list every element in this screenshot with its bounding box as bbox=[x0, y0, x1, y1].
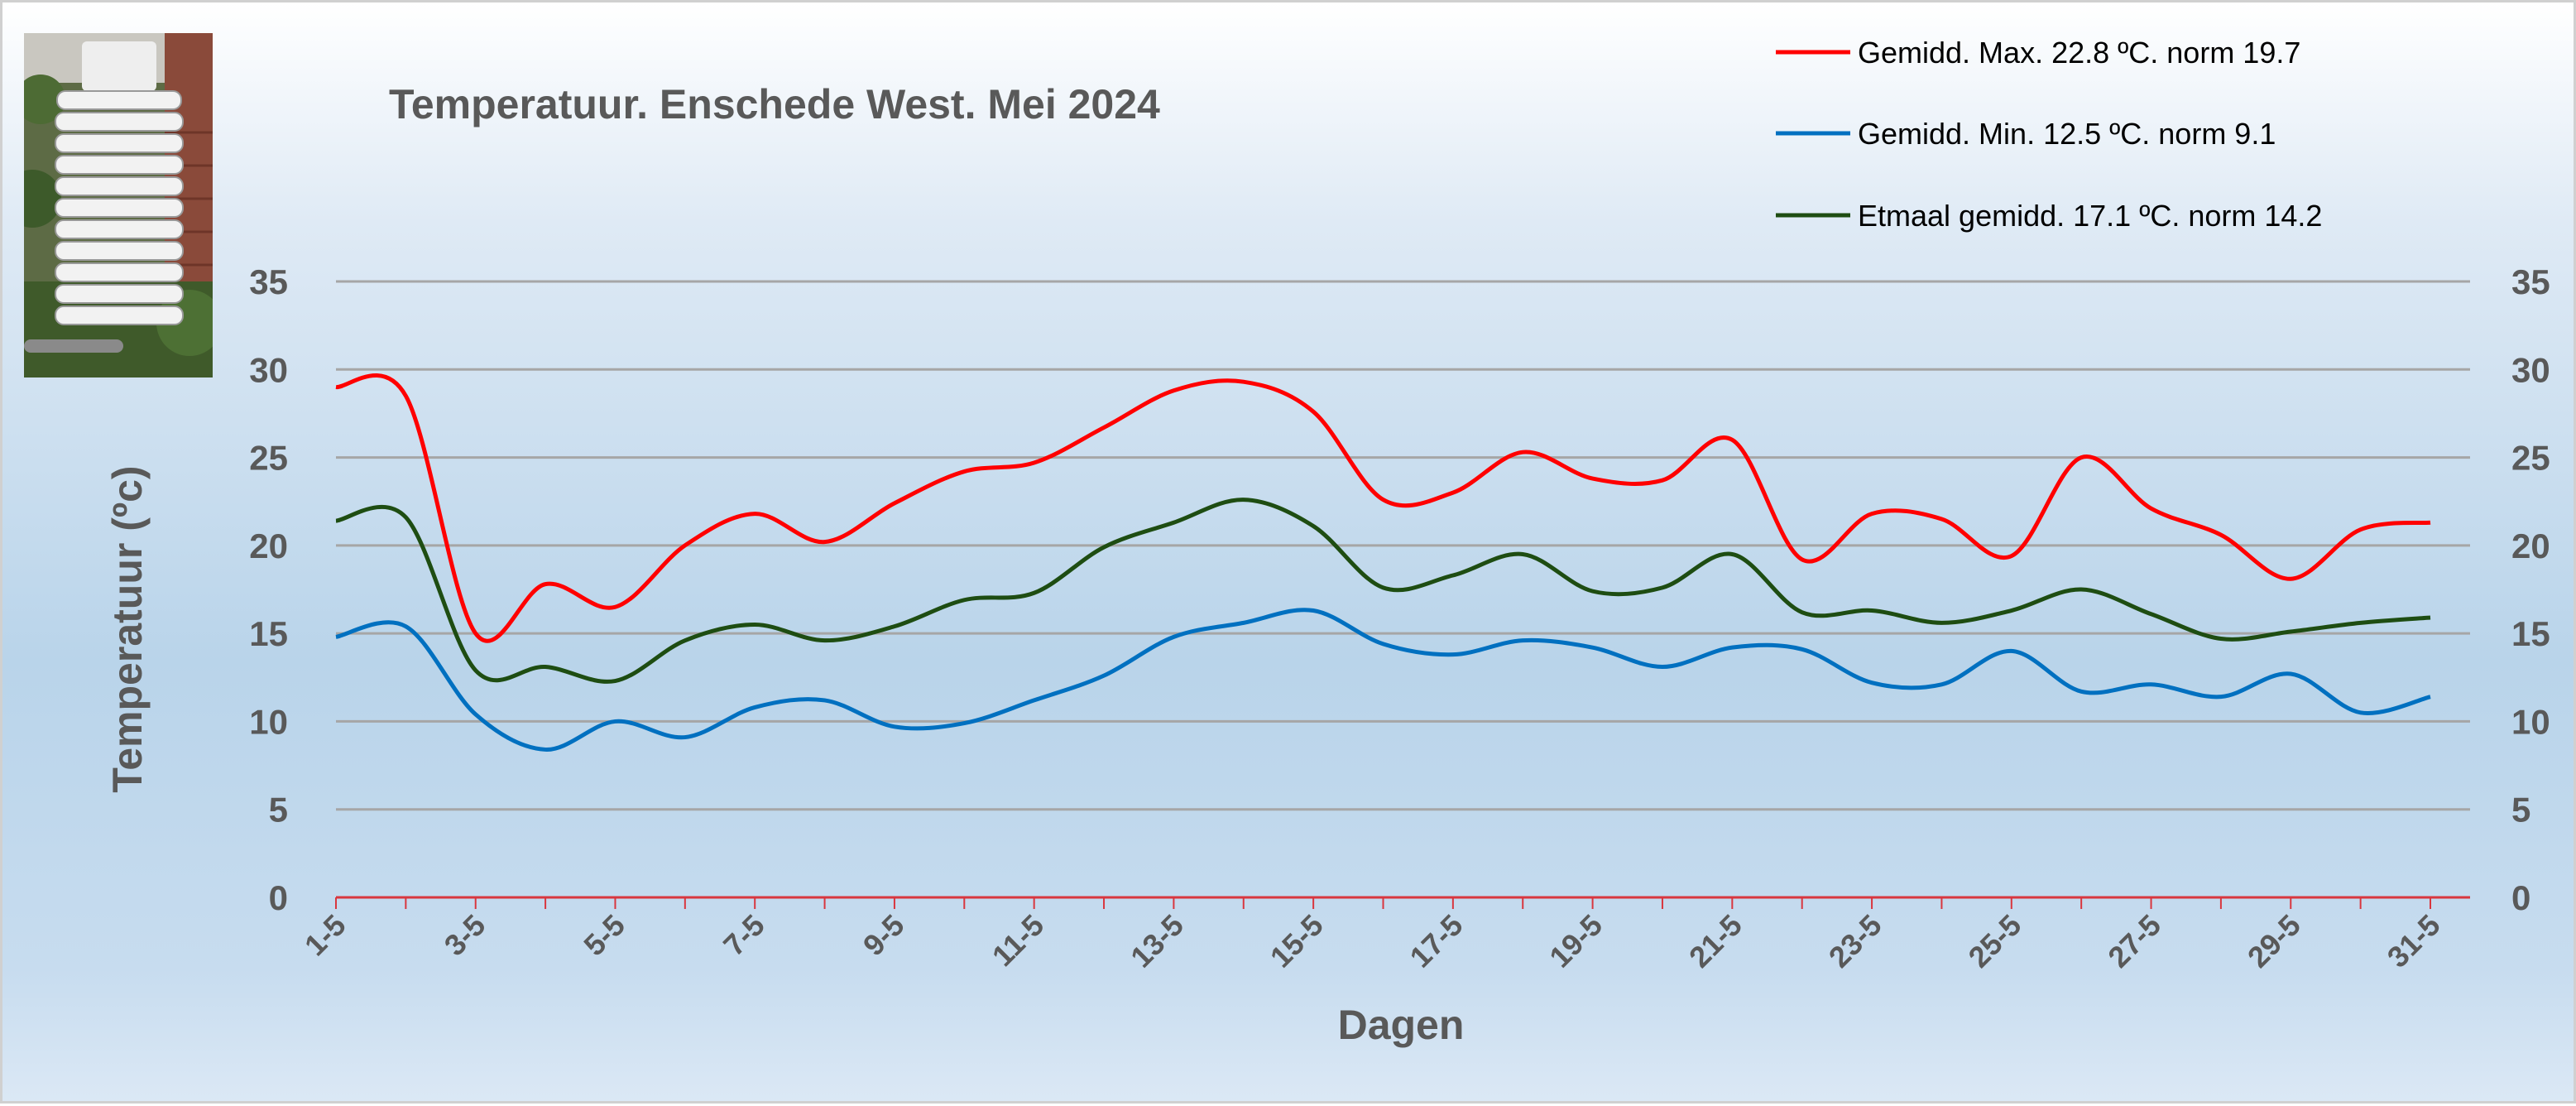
y-tick-label-left: 15 bbox=[249, 614, 288, 653]
weather-station-photo bbox=[24, 33, 213, 377]
y-tick-label-right: 5 bbox=[2511, 791, 2530, 830]
series-line-min bbox=[335, 608, 2431, 752]
legend-label-etmaal: Etmaal gemidd. 17.1 ºC. norm 14.2 bbox=[1858, 199, 2322, 233]
series-line-etmaal bbox=[335, 498, 2431, 684]
y-tick-label-left: 30 bbox=[249, 350, 288, 389]
x-tick-label: 23-5 bbox=[1822, 908, 1888, 974]
y-axis-title: Temperatuur (ºc) bbox=[104, 465, 151, 792]
x-tick-label: 27-5 bbox=[2101, 908, 2167, 974]
y-tick-label-right: 20 bbox=[2511, 527, 2550, 565]
x-tick-label: 5-5 bbox=[577, 908, 631, 963]
x-axis-title: Dagen bbox=[1338, 1002, 1465, 1048]
x-tick-label: 17-5 bbox=[1403, 908, 1470, 974]
y-tick-label-left: 35 bbox=[249, 262, 288, 301]
x-tick-label: 7-5 bbox=[717, 908, 771, 963]
y-tick-label-right: 35 bbox=[2511, 262, 2550, 301]
x-tick-label: 3-5 bbox=[438, 908, 492, 963]
x-tick-label: 19-5 bbox=[1542, 908, 1609, 974]
y-tick-label-right: 15 bbox=[2511, 614, 2550, 653]
x-tick-label: 31-5 bbox=[2381, 908, 2447, 974]
y-tick-label-right: 25 bbox=[2511, 439, 2550, 478]
x-tick-label: 21-5 bbox=[1682, 908, 1749, 974]
legend: Gemidd. Max. 22.8 ºC. norm 19.7 Gemidd. M… bbox=[1776, 36, 2322, 233]
x-tick-label: 1-5 bbox=[298, 908, 353, 963]
y-tick-label-left: 25 bbox=[249, 439, 288, 478]
y-tick-label-left: 0 bbox=[269, 878, 288, 917]
y-tick-label-right: 0 bbox=[2511, 878, 2530, 917]
x-tick-label: 11-5 bbox=[986, 908, 1051, 974]
x-tick-label: 15-5 bbox=[1264, 908, 1330, 974]
y-tick-label-left: 20 bbox=[249, 527, 288, 565]
x-tick-label: 29-5 bbox=[2241, 908, 2307, 974]
y-tick-label-left: 5 bbox=[269, 791, 288, 830]
series-line-max bbox=[335, 373, 2431, 643]
y-tick-label-left: 10 bbox=[249, 702, 288, 741]
legend-label-min: Gemidd. Min. 12.5 ºC. norm 9.1 bbox=[1858, 117, 2276, 151]
chart-title: Temperatuur. Enschede West. Mei 2024 bbox=[389, 81, 1160, 127]
legend-label-max: Gemidd. Max. 22.8 ºC. norm 19.7 bbox=[1858, 36, 2300, 70]
x-tick-label: 13-5 bbox=[1124, 908, 1190, 974]
y-tick-label-right: 10 bbox=[2511, 702, 2550, 741]
y-tick-label-right: 30 bbox=[2511, 350, 2550, 389]
x-tick-label: 25-5 bbox=[1962, 908, 2028, 974]
x-tick-label: 9-5 bbox=[856, 908, 911, 963]
